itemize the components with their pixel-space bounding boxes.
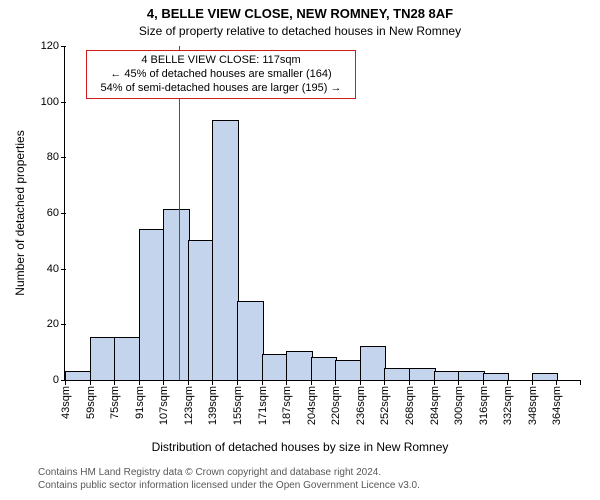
histogram-bar: [188, 240, 215, 380]
histogram-bar: [311, 357, 338, 380]
x-tick-label: 364sqm: [549, 380, 563, 425]
y-tick: 20: [47, 318, 65, 330]
histogram-bar: [384, 368, 411, 380]
y-axis-label-wrap: Number of detached properties: [10, 0, 30, 500]
histogram-bar: [237, 301, 264, 380]
y-tick: 100: [41, 96, 65, 108]
footer-line-2: Contains public sector information licen…: [38, 479, 420, 492]
y-axis-label: Number of detached properties: [13, 63, 27, 363]
x-tick-label: 300sqm: [451, 380, 465, 425]
annotation-line-2: ← 45% of detached houses are smaller (16…: [93, 68, 349, 82]
footer-line-1: Contains HM Land Registry data © Crown c…: [38, 466, 420, 479]
x-tick-label: 332sqm: [500, 380, 514, 425]
annotation-line-1: 4 BELLE VIEW CLOSE: 117sqm: [93, 54, 349, 68]
annotation-box: 4 BELLE VIEW CLOSE: 117sqm ← 45% of deta…: [86, 50, 356, 99]
chart-title: 4, BELLE VIEW CLOSE, NEW ROMNEY, TN28 8A…: [0, 6, 600, 21]
x-tick-label: 348sqm: [525, 380, 539, 425]
x-tick-label: 220sqm: [328, 380, 342, 425]
x-tick-label: 139sqm: [205, 380, 219, 425]
histogram-bar: [286, 351, 313, 380]
x-tick-label: 171sqm: [255, 380, 269, 425]
x-tick-label: 187sqm: [279, 380, 293, 425]
x-tick-label: 75sqm: [107, 380, 121, 419]
histogram-bar: [90, 337, 117, 380]
x-tick-label: 204sqm: [304, 380, 318, 425]
annotation-line-3: 54% of semi-detached houses are larger (…: [93, 82, 349, 96]
x-axis-label: Distribution of detached houses by size …: [0, 440, 600, 454]
x-tick-label: 316sqm: [476, 380, 490, 425]
histogram-bar: [458, 371, 485, 380]
histogram-bar: [360, 346, 387, 380]
histogram-bar: [139, 229, 166, 380]
x-tick-label: 91sqm: [132, 380, 146, 419]
y-tick: 40: [47, 263, 65, 275]
histogram-bar: [114, 337, 141, 380]
x-tick-mark: [580, 380, 581, 385]
histogram-bar: [335, 360, 362, 380]
x-tick-label: 43sqm: [58, 380, 72, 419]
histogram-bar: [65, 371, 92, 380]
chart-subtitle: Size of property relative to detached ho…: [0, 24, 600, 38]
histogram-bar: [434, 371, 461, 380]
histogram-bar: [262, 354, 289, 380]
x-tick-label: 155sqm: [230, 380, 244, 425]
y-tick: 120: [41, 40, 65, 52]
x-tick-label: 107sqm: [156, 380, 170, 425]
histogram-bar: [163, 209, 190, 380]
histogram-bar: [212, 120, 239, 380]
histogram-bar: [409, 368, 436, 380]
x-tick-label: 268sqm: [402, 380, 416, 425]
x-tick-label: 236sqm: [353, 380, 367, 425]
y-tick: 80: [47, 151, 65, 163]
x-tick-label: 252sqm: [377, 380, 391, 425]
x-tick-label: 123sqm: [181, 380, 195, 425]
y-tick: 60: [47, 207, 65, 219]
footer-attribution: Contains HM Land Registry data © Crown c…: [38, 466, 420, 492]
x-tick-label: 59sqm: [83, 380, 97, 419]
page-root: 4, BELLE VIEW CLOSE, NEW ROMNEY, TN28 8A…: [0, 0, 600, 500]
x-tick-label: 284sqm: [427, 380, 441, 425]
